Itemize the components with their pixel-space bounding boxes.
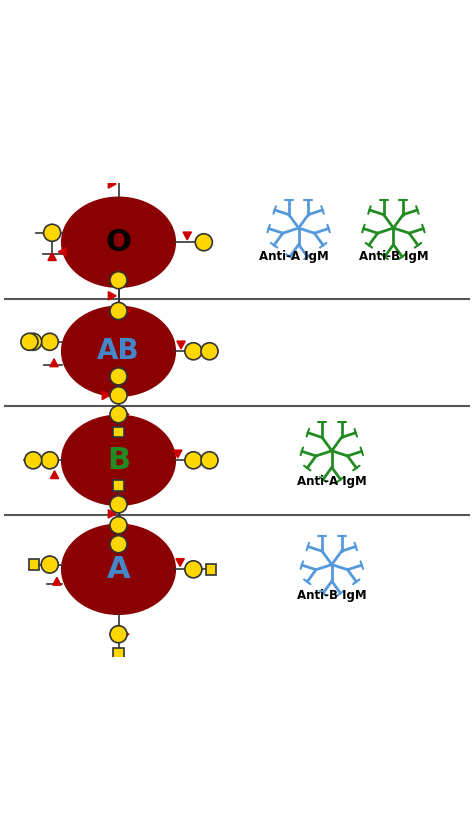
Circle shape [110,386,127,404]
Polygon shape [50,359,58,367]
Circle shape [201,452,218,469]
Text: Anti-A IgM: Anti-A IgM [297,475,367,488]
Circle shape [25,333,42,350]
Polygon shape [50,470,59,479]
Polygon shape [108,180,116,188]
Circle shape [185,561,202,578]
Circle shape [41,452,58,469]
Polygon shape [176,559,184,566]
FancyBboxPatch shape [113,480,124,491]
Polygon shape [108,510,116,518]
FancyBboxPatch shape [113,427,124,437]
Circle shape [21,333,38,350]
FancyBboxPatch shape [113,648,124,659]
Circle shape [110,496,127,513]
FancyBboxPatch shape [206,564,216,575]
Circle shape [110,536,127,553]
Circle shape [185,452,202,469]
Circle shape [44,224,61,241]
Text: O: O [106,228,131,257]
Text: Anti-B IgM: Anti-B IgM [297,589,366,602]
Circle shape [110,626,127,643]
Polygon shape [102,391,110,400]
Circle shape [110,406,127,423]
Ellipse shape [62,415,175,506]
Polygon shape [121,410,129,418]
Text: Anti-B IgM: Anti-B IgM [359,250,428,263]
Ellipse shape [62,197,175,287]
Polygon shape [108,291,116,300]
Circle shape [110,271,127,289]
Polygon shape [173,450,182,458]
Ellipse shape [62,307,175,396]
Circle shape [41,333,58,350]
FancyBboxPatch shape [29,559,39,570]
Polygon shape [177,341,185,349]
Ellipse shape [62,524,175,614]
Polygon shape [53,577,61,585]
Text: B: B [107,446,130,475]
Circle shape [110,517,127,533]
Circle shape [110,368,127,385]
Polygon shape [183,232,191,240]
Circle shape [110,165,127,182]
Circle shape [110,302,127,319]
Polygon shape [121,630,129,638]
Circle shape [41,556,58,573]
Circle shape [195,234,212,251]
Text: A: A [107,554,130,584]
Circle shape [185,343,202,360]
Text: Anti-A IgM: Anti-A IgM [259,250,329,263]
Polygon shape [122,307,130,315]
Text: AB: AB [97,338,140,365]
Circle shape [25,452,42,469]
Polygon shape [121,521,129,529]
Polygon shape [48,253,56,260]
Polygon shape [58,248,66,256]
Circle shape [201,343,218,360]
